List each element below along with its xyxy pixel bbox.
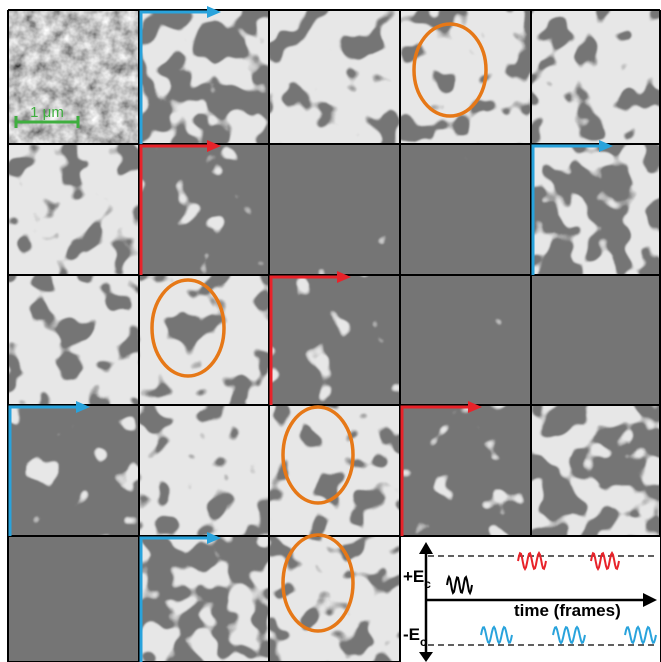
subscript: c xyxy=(424,577,431,591)
subscript: c xyxy=(420,635,427,649)
image-tile xyxy=(269,275,400,405)
image-tile xyxy=(8,10,139,144)
image-tile xyxy=(139,144,269,275)
image-tile xyxy=(531,405,660,536)
negative-text: -E xyxy=(403,625,420,644)
image-tile xyxy=(531,144,660,275)
image-tile xyxy=(139,275,269,405)
image-tile xyxy=(400,275,531,405)
image-tile xyxy=(269,144,400,275)
image-tile xyxy=(531,10,660,144)
image-tile xyxy=(269,10,400,144)
scale-label: 1 μm xyxy=(30,104,64,121)
image-tile xyxy=(400,405,531,536)
image-tile xyxy=(139,536,269,662)
positive-text: +E xyxy=(403,567,424,586)
time-label: time (frames) xyxy=(514,601,621,620)
image-tile xyxy=(8,405,139,536)
figure: +Ec -Ec time (frames) 1 μm xyxy=(0,0,661,662)
image-tile xyxy=(531,275,660,405)
image-tile xyxy=(8,536,139,662)
image-tile xyxy=(139,405,269,536)
image-tile xyxy=(8,144,139,275)
image-tile xyxy=(139,10,269,144)
image-tile xyxy=(400,144,531,275)
image-tile xyxy=(269,405,400,536)
image-tile xyxy=(8,275,139,405)
